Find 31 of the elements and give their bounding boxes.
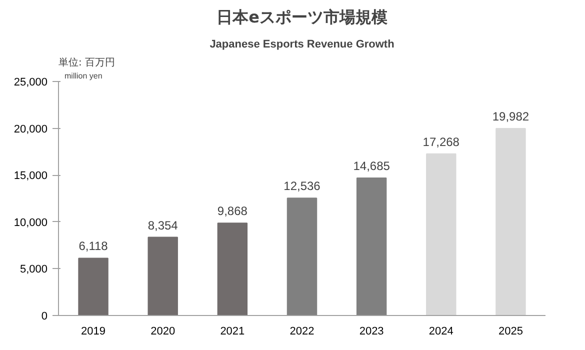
data-label: 19,982 xyxy=(492,109,530,124)
y-tick-label: 15,000 xyxy=(14,170,48,182)
bar xyxy=(426,153,456,316)
y-axis-title: 単位: 百万円 xyxy=(58,56,116,68)
chart-subtitle: Japanese Esports Revenue Growth xyxy=(210,38,395,50)
data-label: 6,118 xyxy=(78,239,108,254)
x-tick-label: 2019 xyxy=(81,326,106,338)
bar xyxy=(356,178,387,316)
bar xyxy=(217,222,248,316)
y-tick-label: 5,000 xyxy=(20,264,48,276)
bar xyxy=(286,198,318,316)
x-tick-label: 2022 xyxy=(290,326,314,338)
bar xyxy=(148,236,178,316)
bar xyxy=(78,258,108,316)
data-label: 9,868 xyxy=(217,204,248,218)
data-label: 12,536 xyxy=(284,179,321,194)
y-tick-label: 25,000 xyxy=(14,76,48,88)
chart-title: 日本eスポーツ市場規模 xyxy=(216,8,388,26)
bar xyxy=(496,128,526,316)
x-tick-label: 2025 xyxy=(498,326,523,338)
x-tick-label: 2020 xyxy=(150,326,176,338)
x-tick-label: 2024 xyxy=(428,326,454,338)
x-tick-label: 2023 xyxy=(359,326,384,338)
y-tick-label: 0 xyxy=(41,310,48,322)
text: million yen xyxy=(64,72,102,80)
data-label: 14,685 xyxy=(353,159,390,174)
y-tick-label: 10,000 xyxy=(14,216,48,229)
data-label: 8,354 xyxy=(148,218,178,232)
x-tick-label: 2021 xyxy=(220,326,245,338)
data-label: 17,268 xyxy=(422,134,460,149)
y-tick-label: 20,000 xyxy=(14,123,48,136)
